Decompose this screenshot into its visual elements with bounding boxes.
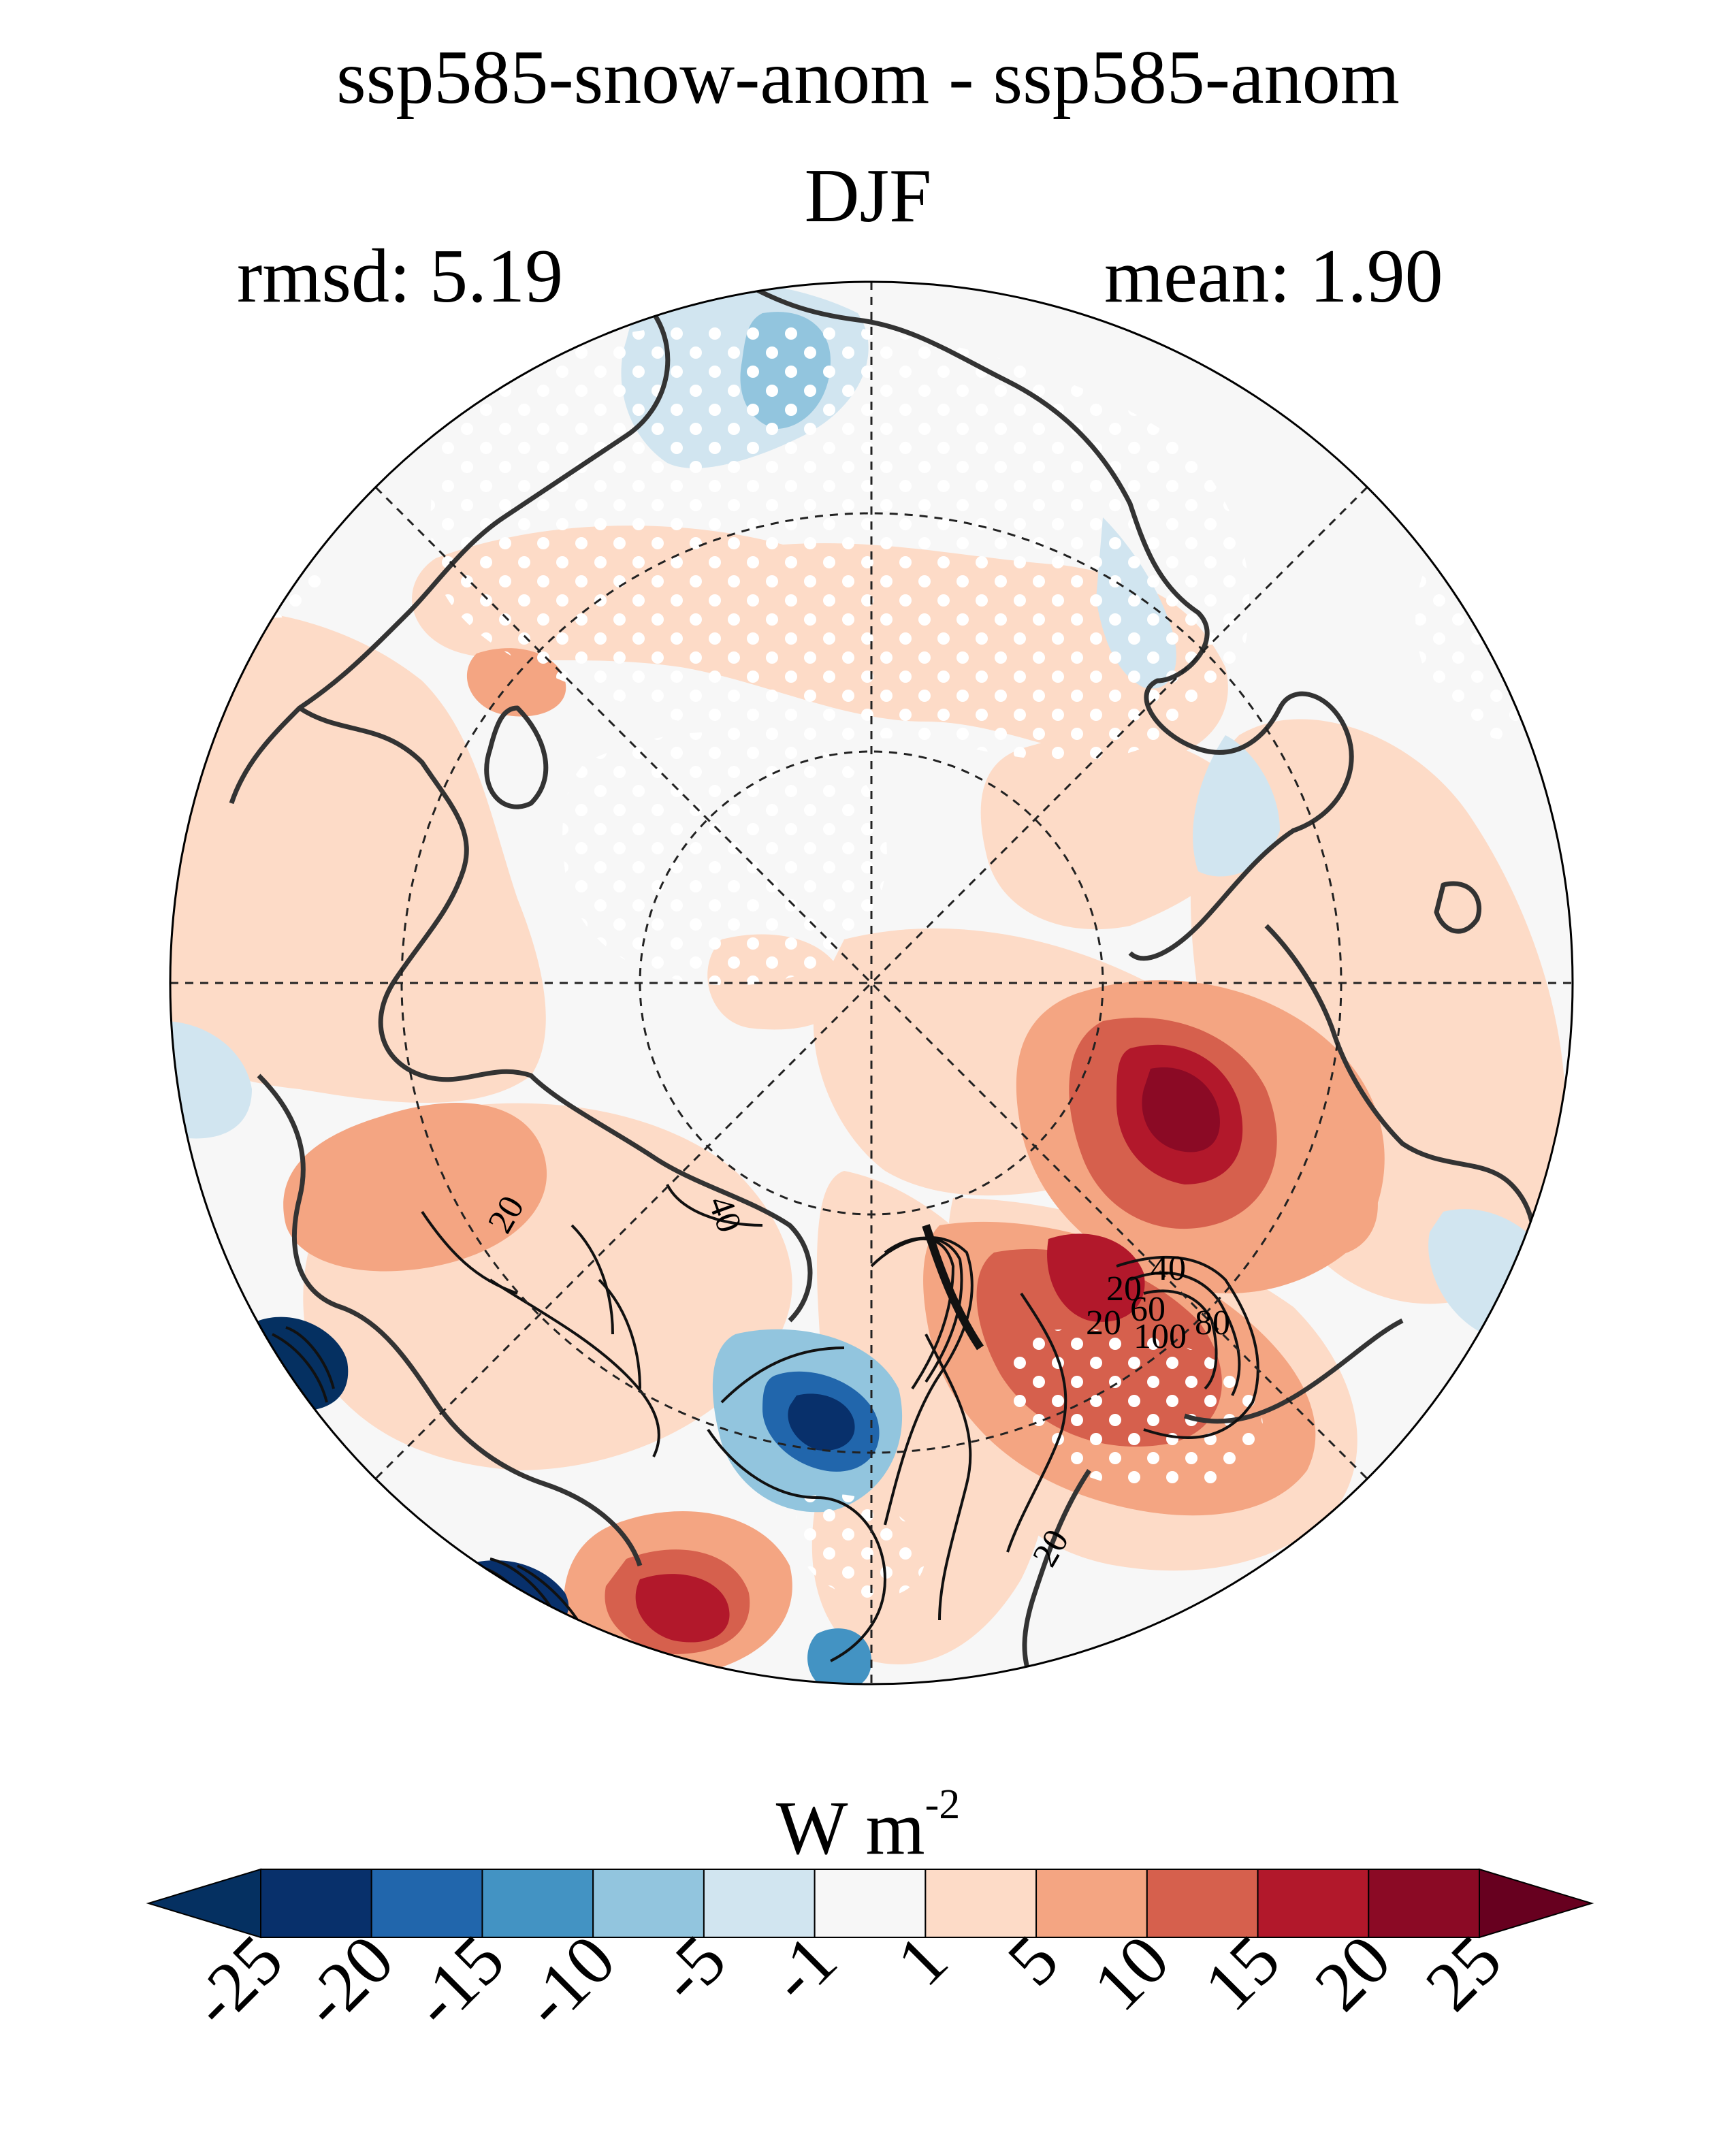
colorbar-swatch — [1035, 1869, 1148, 1938]
anomaly-region-light-blue — [1193, 735, 1280, 877]
colorbar-swatch — [1146, 1869, 1259, 1938]
anomaly-region-dark-red — [635, 1574, 730, 1643]
anomaly-region-dark-blue — [788, 1393, 855, 1451]
colorbar-swatch — [1368, 1869, 1480, 1938]
anomaly-region-medium-red — [283, 1103, 547, 1272]
colorbar-swatch — [370, 1869, 483, 1938]
colorbar-swatch — [481, 1869, 594, 1938]
anomaly-region-light-red — [980, 735, 1246, 930]
contour-thick — [922, 1224, 984, 1351]
contour-label: 60 — [1130, 1290, 1166, 1329]
map-border — [169, 280, 1574, 1685]
units-base: W m — [775, 1786, 925, 1871]
anomaly-region-red — [1047, 1233, 1145, 1322]
colorbar-swatch — [925, 1869, 1038, 1938]
contour-label: 100 — [1134, 1317, 1187, 1356]
contour-label: 20 — [1106, 1270, 1142, 1308]
contour-label: 40 — [1151, 1249, 1186, 1288]
graticule — [170, 282, 1573, 1684]
colorbar-swatch — [703, 1869, 816, 1938]
colorbar-over-arrow — [1479, 1868, 1594, 1939]
colorbar-swatch — [592, 1869, 705, 1938]
anomaly-region-dark-red — [1142, 1067, 1220, 1152]
rmsd-label: rmsd: 5.19 — [237, 234, 564, 319]
stippling-region — [1007, 1329, 1263, 1489]
colorbar-swatch — [260, 1869, 372, 1938]
colorbar: -25-20-15-10 -5 -1 1 5 10 15 20 25 — [146, 1868, 1594, 2042]
colorbar-tick-label: -15 — [397, 1920, 519, 2042]
stippling-region — [795, 1494, 926, 1598]
plot-title: ssp585-snow-anom - ssp585-anom — [336, 35, 1400, 120]
colorbar-swatch — [814, 1869, 927, 1938]
colorbar-units: W m-2 — [0, 1784, 1736, 1867]
season-subtitle: DJF — [804, 154, 932, 238]
anomaly-region-light-red — [170, 609, 546, 1103]
contour-label: 80 — [1195, 1304, 1230, 1342]
contour-label: 20 — [1086, 1304, 1121, 1342]
anomaly-region-light-blue — [170, 1021, 252, 1139]
colorbar-swatch — [1257, 1869, 1370, 1938]
stippling-region — [562, 732, 887, 986]
colorbar-tick-label: -20 — [287, 1920, 408, 2042]
coastlines — [229, 283, 1537, 1684]
map-field — [170, 282, 1573, 1684]
colorbar-tick-label: -25 — [176, 1920, 298, 2042]
colorbar-tick-label: -10 — [508, 1920, 630, 2042]
mean-label: mean: 1.90 — [1104, 234, 1443, 319]
units-exponent: -2 — [925, 1781, 961, 1828]
